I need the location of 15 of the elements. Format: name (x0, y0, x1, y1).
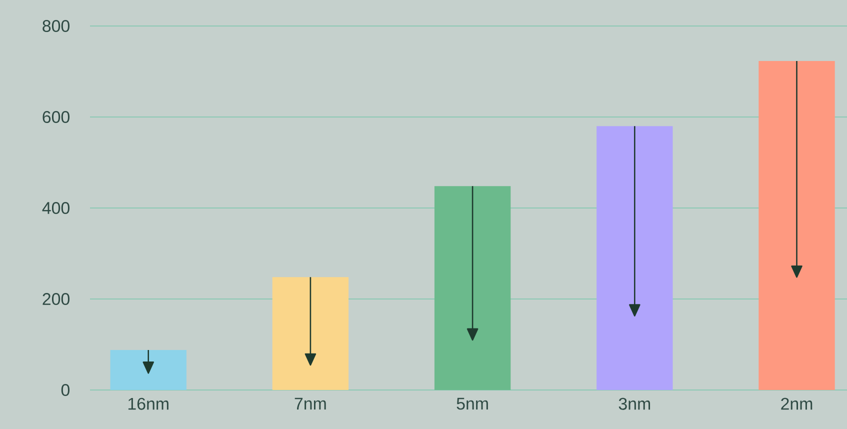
bar (596, 126, 673, 390)
bar (758, 61, 835, 390)
bar (110, 350, 186, 390)
bar (434, 186, 511, 390)
x-tick-label: 5nm (456, 398, 488, 410)
y-tick-label: 600 (42, 111, 70, 124)
x-tick-label: 7nm (294, 398, 326, 410)
y-tick-label: 0 (61, 384, 70, 396)
x-tick-label: 2nm (781, 398, 812, 410)
y-tick-label: 800 (42, 20, 70, 32)
x-tick-label: 3nm (618, 398, 650, 410)
y-tick-label: 400 (42, 202, 70, 214)
x-tick-label: 16nm (128, 398, 168, 410)
y-tick-label: 200 (42, 293, 70, 306)
bar (272, 277, 349, 390)
